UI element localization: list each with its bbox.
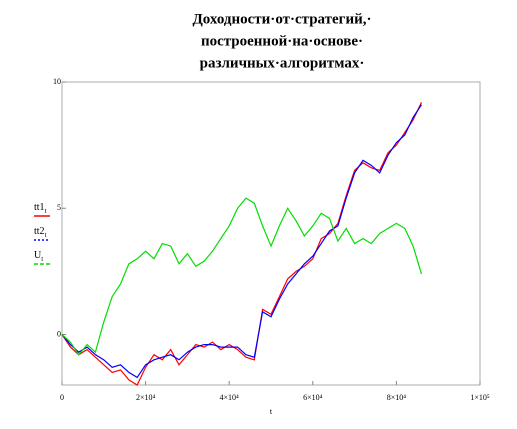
x-tick-label: 2×10⁴ xyxy=(136,393,156,402)
x-tick-label: 4×10⁴ xyxy=(220,393,240,402)
legend-subscript: t xyxy=(45,231,47,239)
y-tick-label: 5 xyxy=(57,203,61,212)
legend-name: tt1 xyxy=(34,202,45,213)
series-line xyxy=(61,104,423,379)
x-tick-label: 0 xyxy=(60,393,64,402)
legend-name: U xyxy=(34,250,42,261)
series-line xyxy=(61,197,423,356)
x-axis-label: t xyxy=(270,407,273,416)
x-tick-label: 1×10⁵ xyxy=(470,393,490,402)
chart-title: построенной·на·основе· xyxy=(201,33,363,49)
x-tick-label: 8×10⁴ xyxy=(387,393,407,402)
plot-frame xyxy=(61,81,481,386)
chart-title: различных·алгоритмах· xyxy=(200,55,365,71)
legend-subscript: t xyxy=(45,207,47,215)
y-tick-label: 10 xyxy=(53,77,61,86)
series-line xyxy=(61,101,423,386)
legend-label: tt2t xyxy=(34,226,47,238)
legend-label: Ut xyxy=(34,250,43,262)
legend-subscript: t xyxy=(41,255,43,263)
chart-title: Доходности·от·стратегий,· xyxy=(192,11,371,27)
legend-label: tt1t xyxy=(34,202,47,214)
x-tick-label: 6×10⁴ xyxy=(303,393,323,402)
legend-name: tt2 xyxy=(34,226,45,237)
y-tick-label: 0 xyxy=(57,329,61,338)
